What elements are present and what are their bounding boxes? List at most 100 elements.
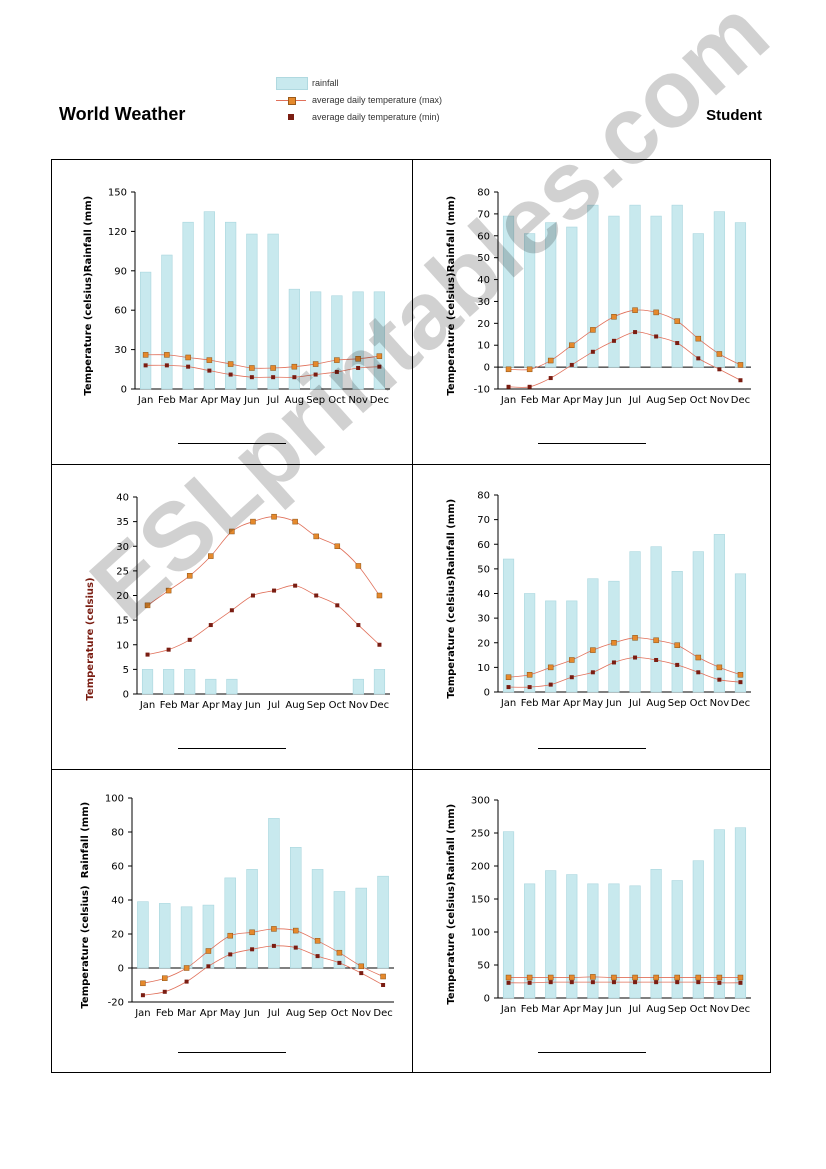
tmax-point xyxy=(547,357,554,364)
y-axis-title-rainfall: Rainfall (mm) xyxy=(83,196,94,272)
y-tick-label: 100 xyxy=(471,928,490,939)
tmin-point xyxy=(186,364,191,369)
tmax-line xyxy=(508,637,741,678)
tmin-point xyxy=(633,980,638,985)
tmax-point xyxy=(674,642,680,648)
tmax-point xyxy=(271,926,277,932)
tmax-point xyxy=(590,647,596,653)
y-tick-label: 15 xyxy=(116,616,129,627)
tmin-point xyxy=(228,372,233,377)
x-tick-label: Feb xyxy=(156,1008,174,1019)
rainfall-bar xyxy=(268,818,280,969)
tmax-point xyxy=(250,518,256,525)
x-tick-label: Feb xyxy=(521,698,539,709)
y-tick-label: 30 xyxy=(114,345,127,356)
rainfall-bar xyxy=(226,678,238,695)
x-tick-label: Aug xyxy=(286,1008,306,1019)
y-tick-label: 0 xyxy=(121,385,127,396)
x-tick-label: Sep xyxy=(306,395,325,406)
x-tick-label: Aug xyxy=(646,1004,666,1015)
rainfall-bar xyxy=(203,211,215,390)
y-tick-label: 30 xyxy=(116,542,129,553)
chart-3: 0 5 10 15 20 25 30 35 40 Jan Feb Mar Apr May Jun Jul Aug… xyxy=(85,493,390,711)
rainfall-bar xyxy=(650,546,662,693)
rainfall-bar xyxy=(566,600,578,693)
tmin-point xyxy=(187,637,192,642)
tmin-point xyxy=(717,367,722,372)
rainfall-bar xyxy=(608,580,620,693)
y-tick-label: 150 xyxy=(471,895,490,906)
tmin-point xyxy=(654,657,659,662)
x-tick-label: Aug xyxy=(285,395,305,406)
tmin-point xyxy=(334,369,339,374)
tmin-point xyxy=(162,989,167,994)
y-tick-label: 60 xyxy=(114,306,127,317)
x-tick-label: Oct xyxy=(690,1004,707,1015)
chart-panel-4: 0 10 20 30 40 50 60 70 80 Jan Feb Mar Apr May Jun Jul Au… xyxy=(413,465,771,769)
legend-min-label: average daily temperature (min) xyxy=(312,112,440,122)
x-tick-label: Jan xyxy=(137,395,153,406)
x-tick-label: Jul xyxy=(628,395,641,406)
x-tick-label: Mar xyxy=(179,395,199,406)
x-tick-label: May xyxy=(583,1004,604,1015)
rainfall-bar xyxy=(692,233,704,368)
tmax-point xyxy=(505,366,512,373)
tmax-point xyxy=(206,357,213,363)
tmin-point xyxy=(337,960,342,965)
tmin-point xyxy=(359,971,364,976)
tmin-point xyxy=(228,952,233,957)
tmin-point xyxy=(356,623,361,628)
rainfall-bar xyxy=(587,204,599,368)
tmin-point xyxy=(590,670,595,675)
x-tick-label: Mar xyxy=(180,700,200,711)
rainfall-bar xyxy=(608,215,620,368)
tmax-line xyxy=(508,976,741,978)
x-tick-label: May xyxy=(220,395,241,406)
tmax-point xyxy=(695,654,702,661)
tmin-point xyxy=(166,647,171,652)
tmax-point xyxy=(358,963,364,970)
x-tick-label: Sep xyxy=(668,395,687,406)
rainfall-bar xyxy=(545,600,557,693)
tmax-point xyxy=(229,528,235,535)
x-tick-label: Sep xyxy=(307,700,326,711)
y-tick-label: 40 xyxy=(111,896,124,907)
tmin-point xyxy=(611,980,616,985)
tmin-point xyxy=(145,652,150,657)
rainfall-bar xyxy=(373,669,386,695)
tmax-point xyxy=(526,672,533,678)
tmin-point xyxy=(527,685,532,690)
page-title: World Weather xyxy=(59,104,186,124)
y-tick-label: 40 xyxy=(477,589,490,600)
tmax-point xyxy=(590,974,596,980)
chart-6: 0 50 100 150 200 250 300 Jan Feb Mar Apr May Jun Jul A… xyxy=(446,796,751,1015)
x-tick-label: Nov xyxy=(710,395,730,406)
tmax-point xyxy=(227,932,233,939)
tmin-point xyxy=(250,947,255,952)
tmax-point xyxy=(205,948,212,954)
tmax-point xyxy=(334,543,341,549)
tmin-point xyxy=(527,980,532,985)
tmax-point xyxy=(716,974,723,981)
rainfall-bar xyxy=(502,831,515,999)
x-tick-label: Jan xyxy=(139,700,155,711)
y-tick-label: 120 xyxy=(108,227,127,238)
x-tick-label: Feb xyxy=(158,395,176,406)
x-tick-label: Jul xyxy=(267,700,280,711)
x-tick-label: Jun xyxy=(605,698,622,709)
tmax-point xyxy=(632,307,638,313)
tmin-point xyxy=(633,330,638,335)
tmin-point xyxy=(738,680,743,685)
y-tick-label: 0 xyxy=(118,964,124,975)
tmin-point xyxy=(206,964,211,969)
rainfall-bar xyxy=(310,291,322,390)
rainfall-bar xyxy=(734,827,747,999)
tmax-point xyxy=(185,354,191,361)
answer-line-3 xyxy=(178,748,286,749)
y-tick-label: 200 xyxy=(471,862,490,873)
y-tick-label: 0 xyxy=(484,363,490,374)
y-tick-label: 20 xyxy=(111,930,124,941)
tmax-point xyxy=(334,357,340,363)
tmax-point xyxy=(313,533,319,540)
y-tick-label: 80 xyxy=(477,491,490,502)
